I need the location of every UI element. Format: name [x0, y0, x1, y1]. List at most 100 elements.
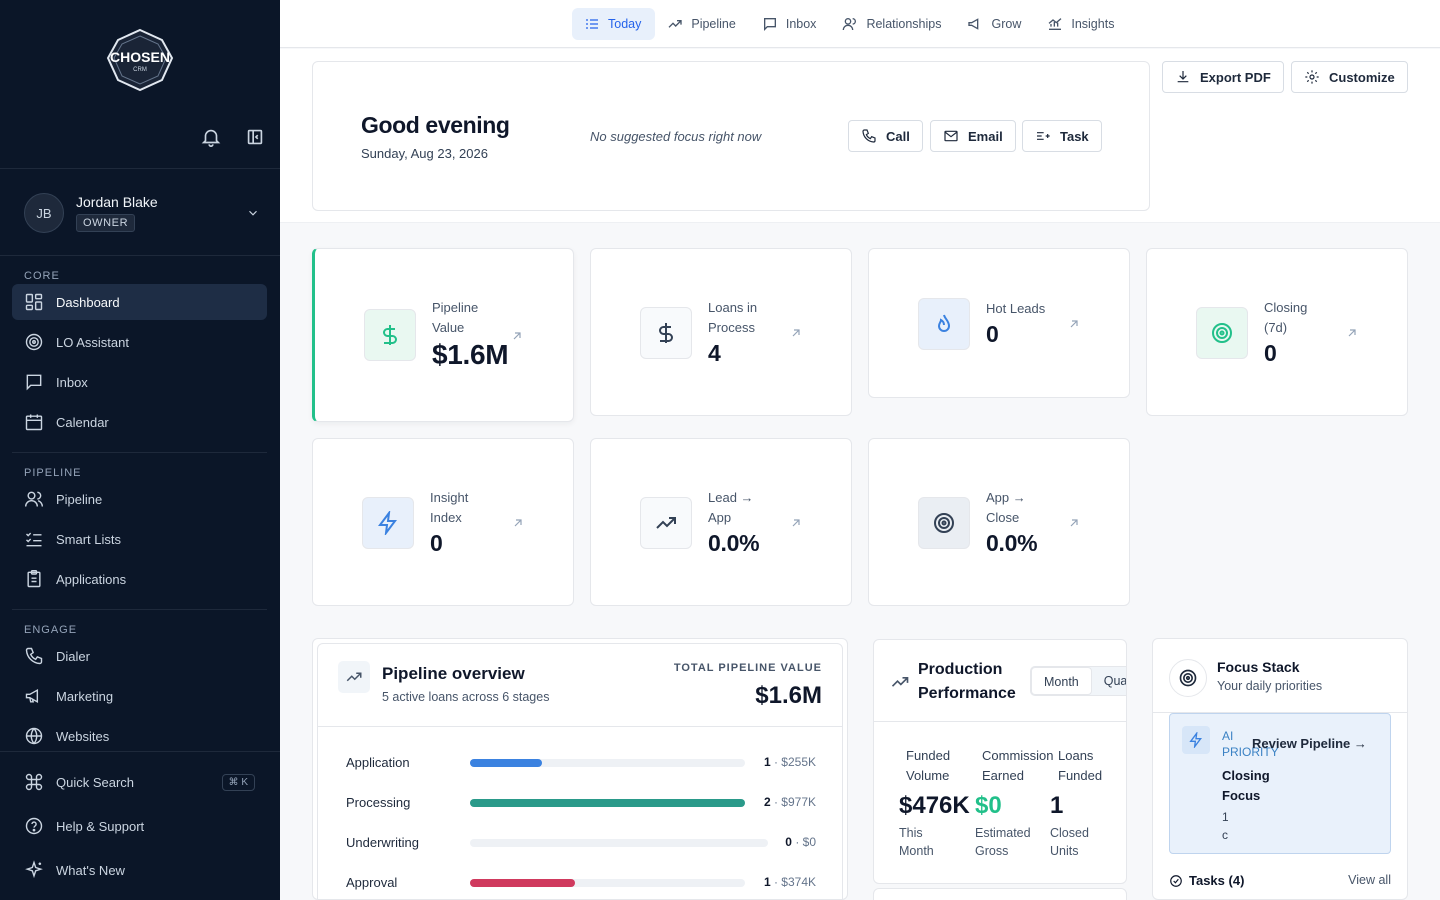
check-circle-icon	[1170, 874, 1182, 887]
call-button[interactable]: Call	[848, 120, 923, 152]
pipeline-stage-row[interactable]: Approval 1 · $374K	[346, 873, 816, 893]
sidebar: CHOSEN CRM JB Jordan Blake OWNER CORE Da…	[0, 0, 280, 900]
chosen-crm-logo[interactable]: CHOSEN CRM	[102, 28, 178, 92]
sidebar-item-label: LO Assistant	[56, 334, 129, 350]
clipboard-icon	[27, 569, 41, 588]
tab-label: Today	[608, 17, 642, 31]
stage-count: 0	[785, 835, 792, 849]
kpi-value: 0	[986, 321, 999, 347]
focus-stack-title: Focus Stack	[1217, 659, 1300, 675]
kpi-card-lead-to-app[interactable]: Lead → App 0.0%	[590, 438, 852, 606]
tab-label: Grow	[991, 17, 1022, 31]
tab-pipeline[interactable]: Pipeline	[655, 8, 749, 40]
view-all-link[interactable]: View all	[1348, 873, 1391, 887]
logo-text: CHOSEN	[110, 49, 170, 65]
kpi-card-pipeline-value[interactable]: Pipeline Value $1.6M	[312, 248, 574, 422]
task-button[interactable]: Task	[1022, 120, 1102, 152]
kpi-card-hot-leads[interactable]: Hot Leads 0	[868, 248, 1130, 398]
stage-bar-track	[470, 799, 745, 807]
metric-commission: Commission Earned $0 Estimated Gross	[975, 746, 1062, 860]
bell-icon[interactable]	[200, 126, 222, 148]
stage-bar-fill	[470, 879, 575, 887]
kpi-card-closing-7d[interactable]: Closing (7d) 0	[1146, 248, 1408, 416]
focus-stack-card: Focus Stack Your daily priorities AI PRI…	[1152, 638, 1408, 900]
pipeline-stage-row[interactable]: Underwriting 0 · $0	[346, 833, 816, 853]
greeting-date: Sunday, Aug 23, 2026	[361, 146, 488, 161]
tab-grow[interactable]: Grow	[955, 8, 1035, 40]
pipeline-stage-row[interactable]: Processing 2 · $977K	[346, 793, 816, 813]
trending-up-icon	[891, 677, 909, 687]
pipeline-overview-title: Pipeline overview	[382, 664, 525, 683]
customize-button[interactable]: Customize	[1291, 61, 1408, 93]
kpi-label: Hot Leads	[986, 301, 1046, 316]
review-pipeline-link[interactable]: Review Pipeline →	[1252, 736, 1367, 751]
pipeline-stage-row[interactable]: Application 1 · $255K	[346, 753, 816, 773]
tasks-label: Tasks (4)	[1189, 873, 1245, 888]
tab-label: Inbox	[785, 17, 817, 31]
collapse-sidebar-icon[interactable]	[244, 126, 266, 148]
tab-insights[interactable]: Insights	[1035, 8, 1128, 40]
list-icon	[586, 19, 598, 29]
megaphone-icon	[968, 18, 979, 30]
kpi-value: 0.0%	[986, 530, 1038, 556]
kpi-label: App → Close	[986, 490, 1026, 525]
kpi-card-app-to-close[interactable]: App → Close 0.0%	[868, 438, 1130, 606]
tab-inbox[interactable]: Inbox	[750, 8, 831, 40]
production-title: Production Performance	[918, 661, 1016, 702]
kpi-card-loans-in-process[interactable]: Loans in Process 4	[590, 248, 852, 416]
arrow-up-right-icon	[514, 519, 522, 527]
kpi-card-insight-index[interactable]: Insight Index 0	[312, 438, 574, 606]
button-label: Task	[1060, 128, 1089, 144]
email-button[interactable]: Email	[930, 120, 1016, 152]
sidebar-item-applications[interactable]: Applications	[12, 561, 267, 597]
stage-stat: 1 · $374K	[764, 875, 816, 889]
sidebar-item-calendar[interactable]: Calendar	[12, 404, 267, 440]
sidebar-item-lo-assistant[interactable]: LO Assistant	[12, 324, 267, 360]
stage-stat: 1 · $255K	[764, 755, 816, 769]
sparkle-icon	[25, 860, 43, 879]
download-icon	[1177, 71, 1189, 83]
sidebar-item-quick-search[interactable]: Quick Search ⌘ K	[12, 764, 267, 800]
segment-month[interactable]: Month	[1031, 667, 1092, 695]
help-circle-icon	[25, 817, 43, 835]
trending-up-icon	[338, 661, 370, 693]
kpi-label: Closing (7d)	[1264, 300, 1308, 335]
tab-today[interactable]: Today	[572, 8, 656, 40]
top-nav: Today Pipeline Inbox Relationships Grow …	[280, 0, 1440, 48]
ai-priority-name: Closing Focus	[1222, 768, 1270, 803]
pipeline-overview-subtitle: 5 active loans across 6 stages	[382, 690, 550, 704]
sidebar-item-inbox[interactable]: Inbox	[12, 364, 267, 400]
ai-priority-meta: 1 c	[1222, 810, 1228, 842]
phone-icon	[862, 129, 876, 143]
production-performance-card: Production Performance Month Qua Funded …	[873, 639, 1127, 884]
segment-quarter[interactable]: Qua	[1103, 674, 1127, 688]
sidebar-item-whats-new[interactable]: What's New	[12, 852, 267, 888]
suggested-focus-text: No suggested focus right now	[590, 129, 762, 144]
stage-amount: · $374K	[773, 875, 816, 889]
ai-priority-card[interactable]: AI PRIORITY Review Pipeline → Closing Fo…	[1169, 713, 1391, 854]
tasks-header: Tasks (4)	[1169, 873, 1244, 888]
sidebar-item-websites[interactable]: Websites	[12, 718, 267, 754]
stage-count: 2	[763, 795, 771, 809]
arrow-up-right-icon	[792, 329, 800, 337]
message-icon	[26, 374, 42, 391]
sidebar-item-dashboard[interactable]: Dashboard	[12, 284, 267, 320]
sidebar-item-label: Quick Search	[56, 774, 135, 790]
tab-relationships[interactable]: Relationships	[830, 8, 955, 40]
sidebar-item-dialer[interactable]: Dialer	[12, 638, 267, 674]
section-label-engage: ENGAGE	[24, 624, 78, 636]
stage-stat: 0 · $0	[785, 835, 816, 849]
total-pipeline-value: $1.6M	[755, 682, 822, 709]
sidebar-item-smart-lists[interactable]: Smart Lists	[12, 521, 267, 557]
sidebar-item-marketing[interactable]: Marketing	[12, 678, 267, 714]
export-pdf-button[interactable]: Export PDF	[1162, 61, 1284, 93]
sidebar-item-help[interactable]: Help & Support	[12, 808, 267, 844]
user-name: Jordan Blake	[76, 194, 158, 210]
stage-bar-track	[470, 879, 745, 887]
sidebar-item-pipeline[interactable]: Pipeline	[12, 481, 267, 517]
stage-bar-fill	[470, 799, 745, 807]
section-label-pipeline: PIPELINE	[24, 467, 82, 479]
calendar-icon	[25, 414, 43, 431]
checklist-icon	[25, 532, 42, 547]
user-switcher[interactable]: JB Jordan Blake OWNER	[24, 190, 260, 236]
